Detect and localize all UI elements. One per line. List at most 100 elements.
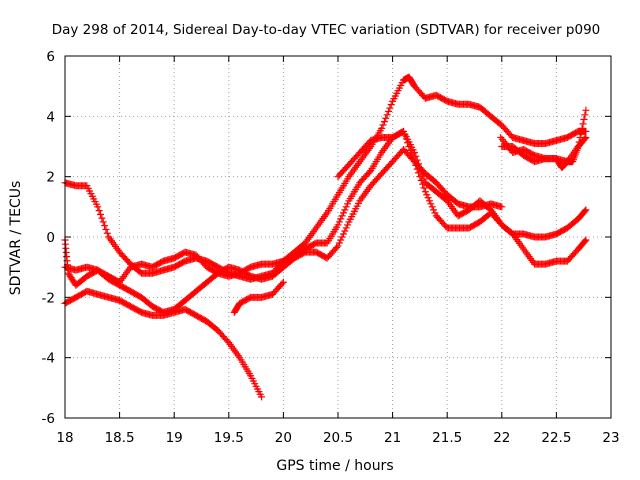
- data-point-marker: [258, 393, 266, 401]
- y-tick-label: 6: [46, 49, 55, 65]
- data-point-marker: [577, 129, 585, 137]
- x-tick-label: 18.5: [105, 430, 135, 446]
- data-point-marker: [498, 203, 506, 211]
- data-point-marker: [582, 206, 590, 214]
- data-point-marker: [378, 124, 386, 132]
- plot-frame: [64, 55, 612, 419]
- y-tick-label: 4: [46, 109, 55, 125]
- data-point-marker: [338, 233, 346, 241]
- data-point-marker: [99, 218, 107, 226]
- x-tick-label: 22: [493, 430, 510, 446]
- data-point-marker: [337, 215, 345, 223]
- series-track-f: [334, 127, 506, 211]
- data-point-marker: [94, 203, 102, 211]
- data-point-marker: [581, 207, 589, 215]
- data-point-marker: [430, 206, 438, 214]
- data-point-marker: [405, 143, 413, 150]
- data-point-marker: [409, 154, 417, 162]
- data-point-marker: [581, 135, 589, 143]
- data-point-marker: [344, 221, 352, 229]
- data-point-marker: [278, 280, 286, 288]
- data-point-marker: [423, 191, 431, 199]
- data-point-marker: [425, 197, 433, 205]
- data-point-marker: [334, 221, 342, 229]
- y-tick-label: 2: [46, 170, 55, 186]
- x-tick-label: 20.5: [323, 430, 353, 446]
- x-axis-label: GPS time / hours: [276, 458, 393, 474]
- data-point-marker: [335, 239, 343, 247]
- data-point-marker: [335, 218, 343, 226]
- data-point-marker: [400, 127, 408, 135]
- data-point-marker: [339, 230, 347, 238]
- grid-lines: [65, 56, 611, 418]
- data-point-marker: [102, 225, 110, 233]
- data-point-marker: [379, 121, 387, 129]
- data-point-marker: [582, 127, 590, 135]
- data-point-marker: [428, 203, 436, 211]
- y-axis-label: SDTVAR / TECUs: [8, 181, 24, 296]
- data-point-marker: [580, 115, 588, 123]
- data-point-marker: [333, 244, 341, 252]
- y-tick-label: -2: [42, 290, 55, 306]
- data-point-marker: [408, 150, 416, 158]
- x-tick-label: 18: [56, 430, 73, 446]
- data-point-marker: [421, 188, 429, 196]
- data-point-marker: [380, 118, 388, 126]
- data-point-marker: [581, 111, 589, 119]
- data-point-marker: [341, 206, 349, 214]
- data-point-marker: [579, 120, 587, 128]
- series-track-h: [498, 106, 590, 172]
- data-series: [61, 73, 590, 401]
- x-tick-label: 23: [602, 430, 619, 446]
- data-point-marker: [402, 135, 410, 143]
- data-point-marker: [386, 104, 394, 112]
- x-tick-label: 21: [384, 430, 401, 446]
- data-point-marker: [574, 143, 582, 150]
- data-point-marker: [365, 168, 373, 176]
- data-point-marker: [582, 106, 590, 114]
- data-point-marker: [382, 114, 390, 122]
- data-point-marker: [341, 227, 349, 235]
- axis-ticks: [64, 55, 612, 419]
- y-tick-label: 0: [46, 230, 55, 246]
- data-point-marker: [98, 214, 106, 222]
- data-point-marker: [401, 131, 409, 139]
- data-point-marker: [342, 203, 350, 211]
- chart-title: Day 298 of 2014, Sidereal Day-to-day VTE…: [52, 22, 601, 38]
- data-point-marker: [338, 212, 346, 220]
- data-point-marker: [101, 222, 109, 230]
- series-track-b: [61, 287, 266, 401]
- x-tick-labels: 18 18.5 19 19.5 20 20.5 21 21.5 22 22.5 23: [56, 430, 619, 446]
- data-point-marker: [337, 236, 345, 244]
- data-point-marker: [95, 207, 103, 215]
- data-point-marker: [387, 101, 395, 109]
- series-track-e: [230, 278, 287, 316]
- data-point-marker: [342, 224, 350, 232]
- data-point-marker: [406, 146, 414, 154]
- data-point-marker: [334, 242, 342, 250]
- data-point-marker: [420, 175, 428, 183]
- data-point-marker: [578, 124, 586, 132]
- data-point-marker: [96, 210, 104, 218]
- data-point-marker: [404, 139, 412, 147]
- data-point-marker: [385, 107, 393, 115]
- data-point-marker: [383, 111, 391, 119]
- y-tick-labels: -6 -4 -2 0 2 4 6: [42, 49, 55, 427]
- x-tick-label: 21.5: [432, 430, 462, 446]
- data-point-marker: [575, 138, 583, 146]
- data-point-marker: [339, 209, 347, 217]
- x-tick-label: 22.5: [541, 430, 571, 446]
- series-track-d: [61, 127, 590, 289]
- data-point-marker: [279, 278, 287, 286]
- x-tick-label: 19: [166, 430, 183, 446]
- y-tick-label: -4: [42, 351, 55, 367]
- data-point-marker: [420, 184, 428, 192]
- data-point-marker: [103, 229, 111, 237]
- data-point-marker: [582, 236, 590, 244]
- series-track-a: [61, 73, 590, 283]
- data-point-marker: [344, 200, 352, 208]
- data-point-marker: [424, 194, 432, 202]
- y-tick-label: -6: [42, 411, 55, 427]
- data-point-marker: [576, 133, 584, 141]
